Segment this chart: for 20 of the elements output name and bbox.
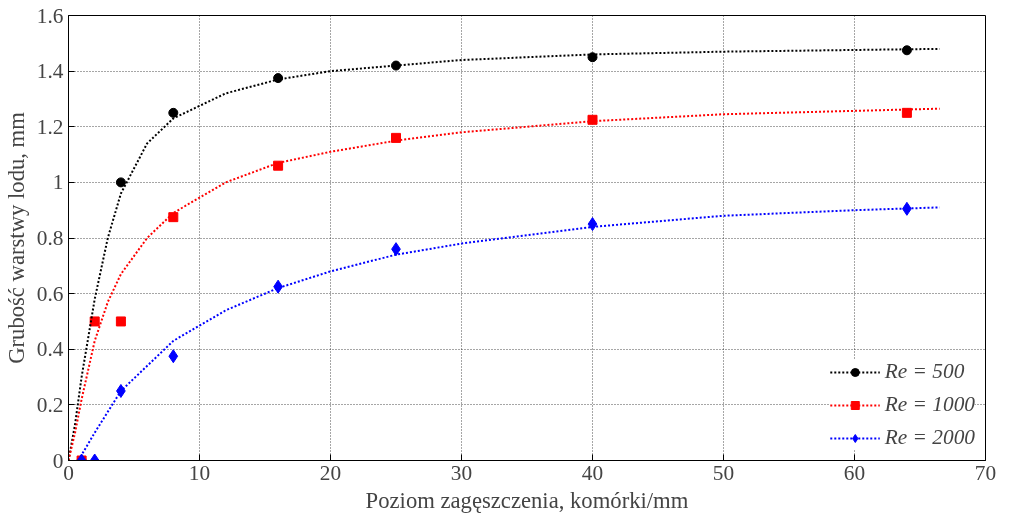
y-tick-label: 1 — [52, 170, 64, 195]
x-tick-label: 70 — [974, 460, 997, 485]
y-tick-label: 0.4 — [36, 337, 64, 362]
x-tick-label: 20 — [319, 460, 342, 485]
x-axis-title: Poziom zagęszczenia, komórki/mm — [365, 487, 689, 513]
y-tick-label: 0.8 — [36, 226, 64, 250]
y-tick-label: 0.6 — [36, 281, 64, 306]
legend-label: Re = 2000 — [884, 425, 975, 450]
x-tick-label: 30 — [450, 460, 473, 485]
y-tick-label: 1.2 — [36, 114, 64, 139]
x-tick-label: 60 — [843, 460, 866, 485]
y-tick-label: 1.4 — [36, 59, 64, 84]
x-tick-label: 40 — [581, 460, 604, 485]
legend-label: Re = 500 — [884, 359, 965, 384]
legend-label: Re = 1000 — [884, 392, 975, 417]
y-tick-label: 0.2 — [36, 392, 64, 417]
y-axis-title: Grubość warstwy lodu, mm — [3, 111, 29, 364]
y-tick-label: 1.6 — [36, 3, 64, 28]
x-tick-label: 10 — [188, 460, 211, 485]
x-tick-label: 50 — [712, 460, 735, 485]
